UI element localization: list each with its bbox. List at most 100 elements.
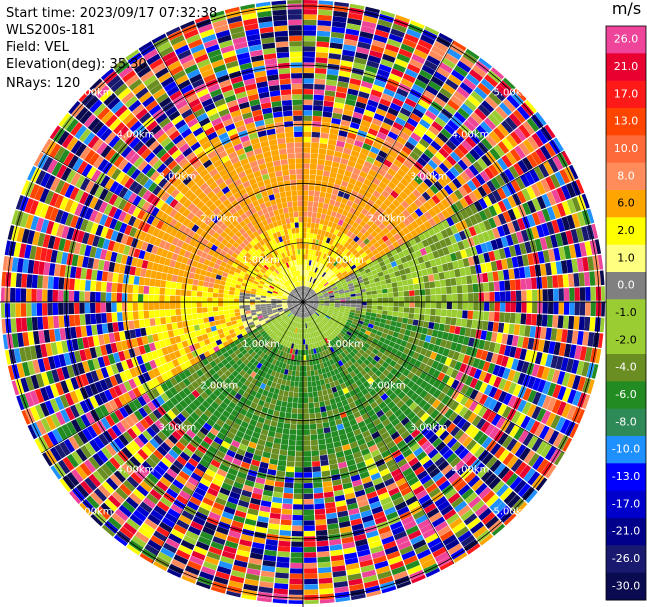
velocity-gate (331, 234, 337, 241)
velocity-gate (284, 482, 294, 489)
velocity-gate (473, 212, 483, 224)
velocity-gate (317, 229, 322, 235)
velocity-gate (565, 182, 576, 198)
velocity-gate (308, 299, 314, 301)
velocity-gate (282, 498, 293, 504)
velocity-gate (447, 262, 454, 271)
velocity-gate (297, 419, 303, 425)
velocity-gate (351, 116, 362, 125)
velocity-gate (318, 263, 323, 269)
velocity-gate (337, 219, 344, 226)
velocity-gate (362, 245, 369, 252)
velocity-gate (527, 376, 536, 389)
velocity-gate (273, 491, 283, 498)
velocity-gate (214, 320, 221, 326)
velocity-gate (531, 133, 544, 148)
velocity-gate (448, 74, 462, 86)
velocity-gate (294, 354, 298, 361)
velocity-gate (373, 34, 388, 44)
velocity-gate (428, 50, 444, 62)
velocity-gate (361, 251, 368, 258)
velocity-gate (327, 290, 334, 294)
velocity-gate (324, 95, 335, 102)
velocity-gate (482, 361, 491, 372)
velocity-gate (379, 322, 386, 328)
velocity-gate (363, 178, 372, 187)
velocity-gate (450, 252, 458, 262)
velocity-gate (367, 262, 374, 268)
velocity-gate (501, 184, 512, 198)
velocity-gate (378, 223, 386, 231)
velocity-gate (397, 333, 405, 340)
velocity-gate (313, 100, 324, 106)
velocity-gate (362, 15, 378, 24)
velocity-gate (269, 512, 281, 520)
velocity-gate (303, 344, 306, 350)
velocity-gate (419, 181, 430, 191)
velocity-gate (556, 371, 566, 385)
velocity-gate (347, 88, 359, 96)
velocity-gate (306, 259, 310, 266)
velocity-gate (319, 277, 325, 283)
velocity-gate (510, 148, 522, 162)
velocity-gate (435, 191, 445, 202)
velocity-gate (423, 201, 432, 211)
velocity-gate (334, 300, 341, 302)
velocity-gate (469, 69, 483, 82)
velocity-gate (446, 294, 452, 302)
velocity-gate (307, 287, 311, 293)
velocity-gate (465, 247, 473, 258)
velocity-gate (574, 243, 582, 258)
velocity-gate (303, 483, 313, 489)
velocity-gate (361, 20, 377, 29)
velocity-gate (384, 185, 393, 194)
velocity-gate (462, 336, 470, 346)
velocity-gate (375, 317, 381, 323)
velocity-gate (329, 264, 335, 271)
velocity-gate (395, 14, 410, 23)
velocity-gate (381, 122, 392, 131)
velocity-gate (519, 324, 526, 337)
velocity-gate (328, 308, 334, 312)
velocity-gate (308, 303, 313, 306)
velocity-gate (430, 302, 437, 309)
velocity-gate (317, 293, 323, 297)
velocity-gate (547, 382, 557, 397)
velocity-gate (560, 260, 568, 274)
velocity-gate (351, 278, 358, 283)
velocity-gate (552, 155, 564, 171)
velocity-gate (366, 241, 373, 249)
velocity-gate (387, 38, 402, 48)
velocity-gate (557, 274, 564, 288)
velocity-gate (326, 287, 332, 292)
velocity-gate (377, 293, 383, 298)
velocity-gate (584, 241, 593, 256)
velocity-gate (309, 233, 314, 239)
velocity-gate (584, 316, 591, 331)
velocity-gate (531, 289, 538, 301)
velocity-gate (381, 284, 387, 290)
velocity-gate (310, 158, 318, 165)
velocity-gate (344, 104, 355, 112)
velocity-gate (497, 322, 505, 333)
velocity-gate (305, 243, 309, 249)
velocity-gate (320, 270, 325, 277)
velocity-gate (279, 449, 288, 456)
velocity-gate (544, 124, 556, 139)
velocity-gate (313, 228, 319, 235)
velocity-gate (341, 152, 351, 160)
velocity-gate (199, 323, 206, 330)
velocity-gate (327, 310, 334, 314)
velocity-gate (453, 90, 467, 103)
velocity-gate (501, 137, 514, 151)
velocity-gate (303, 435, 311, 441)
velocity-gate (551, 189, 562, 204)
velocity-gate (328, 58, 341, 65)
velocity-gate (290, 424, 297, 430)
velocity-gate (385, 83, 398, 93)
velocity-gate (364, 138, 374, 146)
velocity-gate (346, 237, 353, 244)
velocity-gate (294, 381, 299, 387)
velocity-gate (386, 283, 393, 289)
velocity-gate (350, 307, 356, 311)
